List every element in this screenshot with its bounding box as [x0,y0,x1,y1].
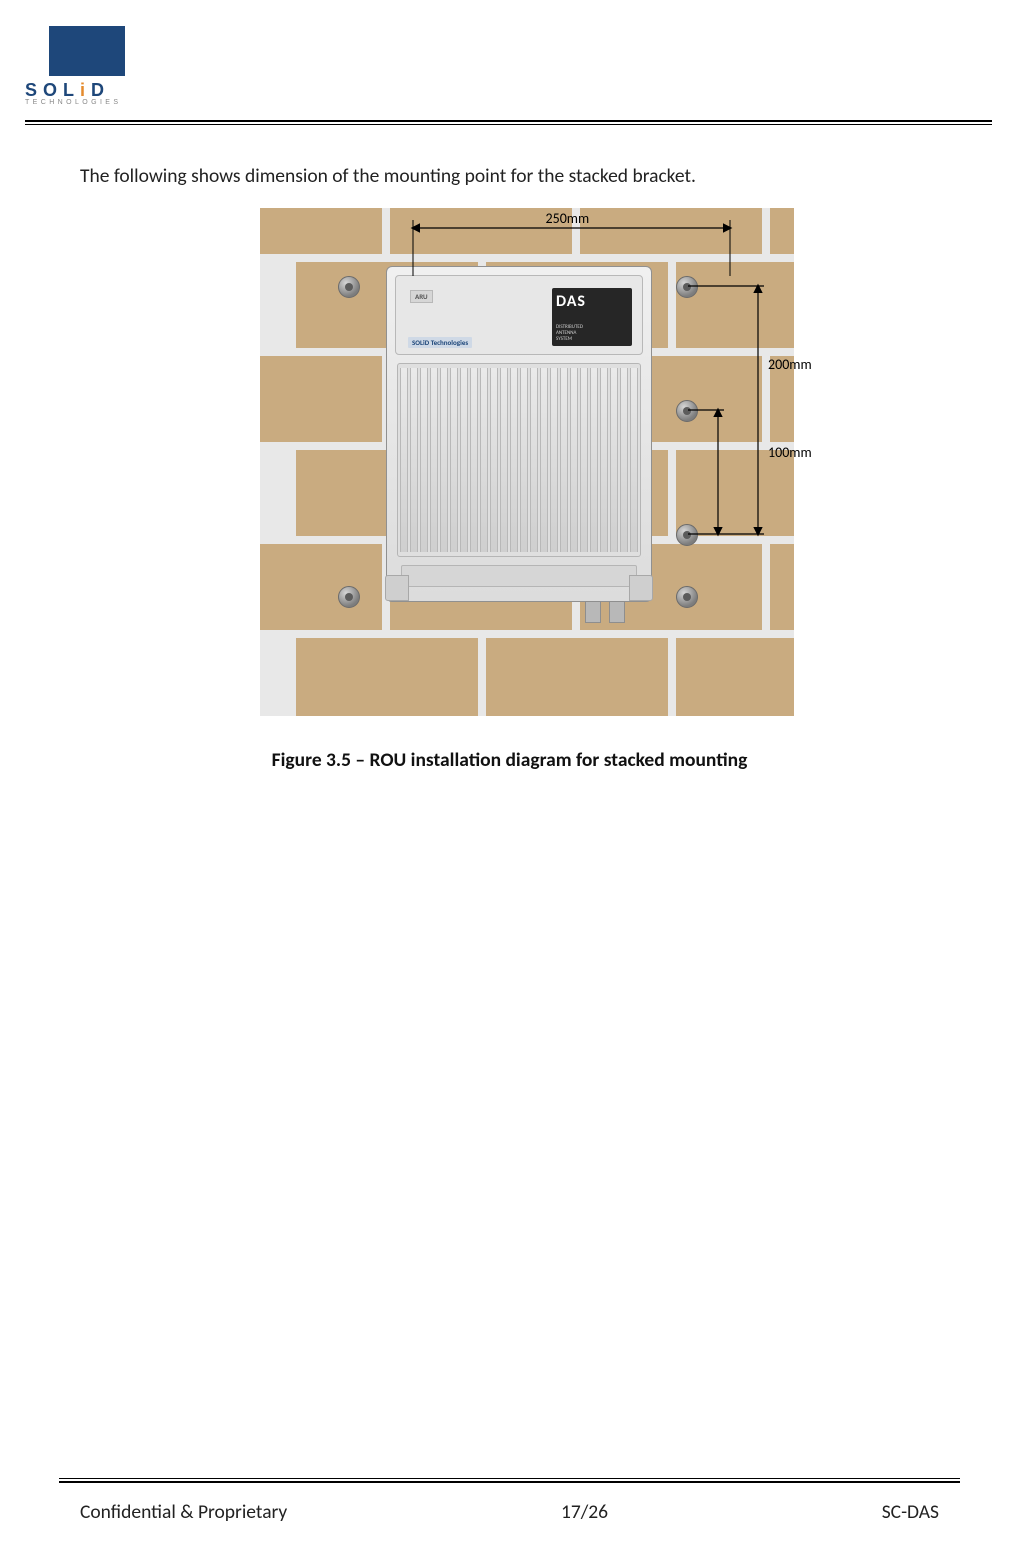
footer-confidential: Confidential & Proprietary [80,1500,287,1524]
logo-brand-letters: S O L i D [25,80,143,101]
dimension-label: 200mm [768,356,812,373]
logo-subline: TECHNOLOGIES [25,99,143,106]
logo-wordmark: S O L i D TECHNOLOGIES [25,80,143,106]
intro-paragraph: The following shows dimension of the mou… [80,164,696,188]
dimension-overlay [260,208,794,716]
logo-block [49,26,125,76]
logo-letter: O [43,80,63,101]
footer-divider [59,1478,960,1483]
dimension-label: 100mm [768,444,812,461]
logo-letter: D [91,80,110,101]
logo-letter: S [25,80,43,101]
logo-letter: L [63,80,80,101]
brand-logo: S O L i D TECHNOLOGIES [25,26,137,106]
header-divider [25,120,992,125]
page-footer: Confidential & Proprietary 17/26 SC-DAS [80,1500,939,1524]
figure-mounting-diagram: ARU DAS DISTRIBUTED ANTENNA SYSTEM SOLiD… [260,208,794,716]
figure-caption: Figure 3.5 – ROU installation diagram fo… [0,748,1019,772]
logo-letter: i [80,80,91,101]
footer-page-number: 17/26 [561,1500,608,1524]
dimension-label: 250mm [546,210,590,227]
footer-doc-id: SC-DAS [882,1500,939,1524]
